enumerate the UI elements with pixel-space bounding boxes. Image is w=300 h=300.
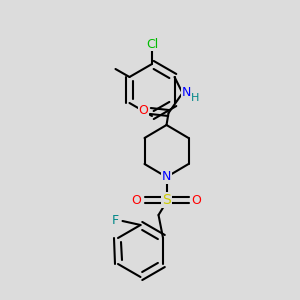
Text: N: N [162, 170, 171, 184]
Text: O: O [139, 104, 148, 118]
Text: F: F [112, 214, 119, 227]
Text: O: O [192, 194, 202, 206]
Text: H: H [191, 93, 200, 103]
Text: O: O [132, 194, 142, 206]
Text: Cl: Cl [146, 38, 158, 50]
Text: N: N [182, 86, 191, 100]
Text: S: S [162, 193, 171, 207]
